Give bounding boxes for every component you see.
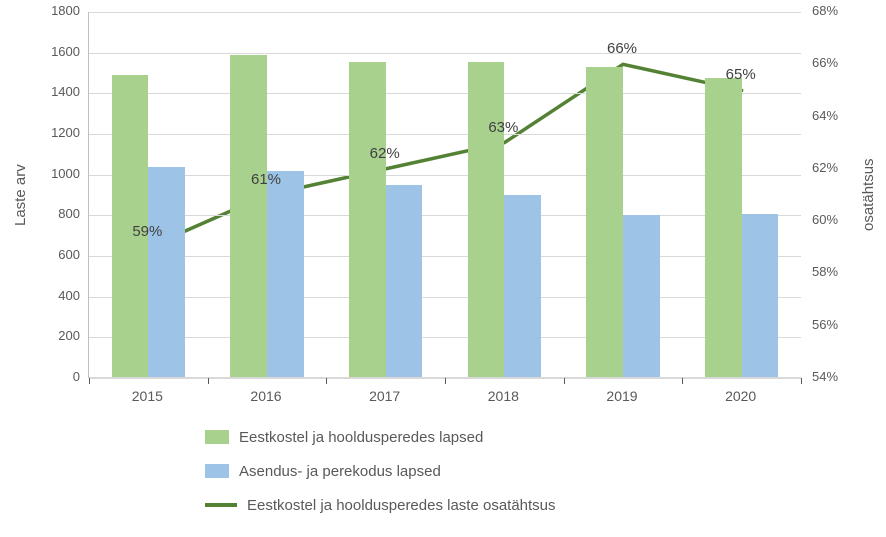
legend-item: Eestkostel ja hooldusperedes laste osatä… — [205, 488, 556, 522]
legend-item: Asendus- ja perekodus lapsed — [205, 454, 556, 488]
bar-blue — [386, 185, 423, 378]
line-data-label: 59% — [132, 223, 162, 240]
gridline — [89, 175, 801, 176]
legend-label: Eestkostel ja hooldusperedes lapsed — [239, 429, 483, 446]
x-tick-label: 2016 — [250, 388, 281, 404]
y-left-tick-label: 1400 — [51, 84, 80, 99]
y-left-tick-label: 800 — [58, 206, 80, 221]
x-tick-label: 2017 — [369, 388, 400, 404]
bar-green — [230, 55, 267, 378]
line-data-label: 65% — [726, 66, 756, 83]
y-left-tick-label: 1600 — [51, 44, 80, 59]
x-tick-mark — [445, 378, 446, 384]
y-left-tick-label: 1000 — [51, 166, 80, 181]
y-left-tick-label: 600 — [58, 247, 80, 262]
y-left-tick-label: 1800 — [51, 3, 80, 18]
x-tick-label: 2015 — [132, 388, 163, 404]
legend-swatch-icon — [205, 464, 229, 478]
bar-green — [468, 62, 505, 378]
y-axis-left-title: Laste arv — [12, 155, 29, 235]
x-axis-line — [89, 377, 801, 378]
bar-blue — [504, 195, 541, 378]
bar-green — [705, 78, 742, 378]
x-tick-mark — [208, 378, 209, 384]
legend-swatch-icon — [205, 430, 229, 444]
legend-item: Eestkostel ja hooldusperedes lapsed — [205, 420, 556, 454]
x-tick-label: 2019 — [606, 388, 637, 404]
bar-blue — [148, 167, 185, 378]
y-right-tick-label: 62% — [812, 160, 838, 175]
legend: Eestkostel ja hooldusperedes lapsed Asend… — [205, 420, 556, 522]
bar-blue — [742, 214, 779, 378]
x-tick-mark — [564, 378, 565, 384]
y-left-tick-label: 1200 — [51, 125, 80, 140]
x-tick-mark — [682, 378, 683, 384]
legend-label: Eestkostel ja hooldusperedes laste osatä… — [247, 497, 556, 514]
x-tick-mark — [89, 378, 90, 384]
y-left-tick-label: 0 — [73, 369, 80, 384]
legend-label: Asendus- ja perekodus lapsed — [239, 463, 441, 480]
y-right-tick-label: 54% — [812, 369, 838, 384]
bar-blue — [267, 171, 304, 378]
gridline — [89, 134, 801, 135]
gridline — [89, 215, 801, 216]
y-left-tick-label: 200 — [58, 328, 80, 343]
x-tick-label: 2020 — [725, 388, 756, 404]
y-right-tick-label: 58% — [812, 264, 838, 279]
bar-green — [349, 62, 386, 378]
gridline — [89, 256, 801, 257]
y-right-tick-label: 68% — [812, 3, 838, 18]
gridline — [89, 53, 801, 54]
y-right-tick-label: 56% — [812, 317, 838, 332]
bar-blue — [623, 215, 660, 378]
y-axis-right-title: osatähtsus — [860, 155, 877, 235]
gridline — [89, 12, 801, 13]
y-right-tick-label: 60% — [812, 212, 838, 227]
bar-green — [586, 67, 623, 378]
gridline — [89, 93, 801, 94]
line-data-label: 61% — [251, 171, 281, 188]
gridline — [89, 337, 801, 338]
y-right-tick-label: 64% — [812, 108, 838, 123]
x-tick-mark — [326, 378, 327, 384]
gridline — [89, 297, 801, 298]
line-data-label: 66% — [607, 40, 637, 57]
legend-line-icon — [205, 503, 237, 507]
line-series-layer — [89, 12, 801, 378]
line-data-label: 62% — [370, 145, 400, 162]
y-left-tick-label: 400 — [58, 288, 80, 303]
line-data-label: 63% — [488, 119, 518, 136]
y-right-tick-label: 66% — [812, 55, 838, 70]
combo-chart: Laste arv osatähtsus Eestkostel ja hoold… — [0, 0, 886, 537]
plot-area — [88, 12, 801, 378]
x-tick-mark — [801, 378, 802, 384]
x-tick-label: 2018 — [488, 388, 519, 404]
